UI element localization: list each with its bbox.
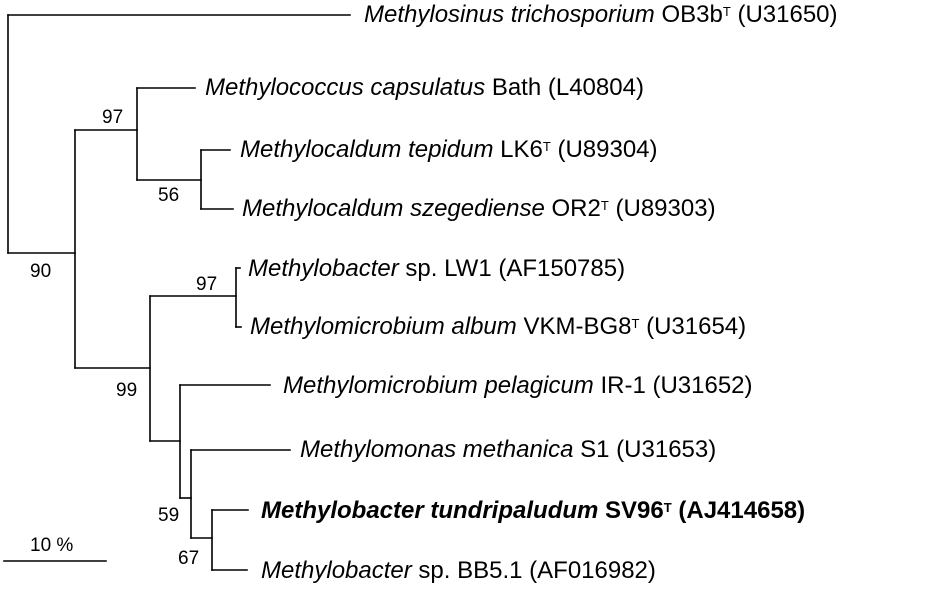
bootstrap-value: 97 [196, 274, 218, 295]
taxon-name: Methylomonas methanica [300, 436, 574, 463]
taxon-name: Methylobacter [261, 557, 412, 584]
taxon-label-10: Methylobacter sp. BB5.1 (AF016982) [261, 557, 656, 585]
type-strain-mark: T [722, 4, 731, 19]
strain: sp. BB5.1 [418, 557, 523, 584]
bootstrap-value: 67 [178, 548, 200, 569]
accession: (U89303) [615, 195, 716, 222]
taxon-label-2: Methylococcus capsulatus Bath (L40804) [205, 74, 644, 102]
taxon-name: Methylomicrobium pelagicum [283, 372, 594, 399]
bootstrap-value: 56 [158, 185, 180, 206]
taxon-name: Methylocaldum tepidum [240, 136, 494, 163]
taxon-name: Methylomicrobium album [250, 313, 517, 340]
strain: OB3b [661, 1, 723, 28]
strain: SV96 [605, 497, 664, 524]
bootstrap-value: 97 [102, 107, 124, 128]
scale-bar-label: 10 % [30, 535, 74, 556]
taxon-name: Methylococcus capsulatus [205, 74, 486, 101]
taxon-label-8: Methylomonas methanica S1 (U31653) [300, 436, 716, 464]
accession: (U89304) [557, 136, 658, 163]
strain: S1 [580, 436, 610, 463]
accession: (U31652) [652, 372, 753, 399]
taxon-name: Methylobacter [248, 255, 399, 282]
accession: (U31650) [737, 1, 838, 28]
taxon-label-7: Methylomicrobium pelagicum IR-1 (U31652) [283, 372, 753, 400]
taxon-label-4: Methylocaldum szegediense OR2T (U89303) [242, 195, 716, 223]
bootstrap-value: 99 [116, 380, 138, 401]
taxon-name: Methylobacter tundripaludum [261, 497, 599, 524]
strain: LK6 [500, 136, 543, 163]
type-strain-mark: T [600, 198, 609, 213]
taxon-name: Methylocaldum szegediense [242, 195, 545, 222]
taxon-label-6: Methylomicrobium album VKM-BG8T (U31654) [250, 313, 746, 341]
taxon-label-9-highlighted: Methylobacter tundripaludum SV96T (AJ414… [261, 497, 805, 525]
accession: (L40804) [547, 74, 644, 101]
taxon-label-1: Methylosinus trichosporium OB3bT (U31650… [364, 1, 838, 29]
bootstrap-value: 90 [30, 261, 52, 282]
strain: VKM-BG8 [523, 313, 632, 340]
bootstrap-value: 59 [158, 505, 180, 526]
strain: sp. LW1 [405, 255, 492, 282]
strain: IR-1 [600, 372, 646, 399]
type-strain-mark: T [663, 500, 672, 515]
taxon-label-3: Methylocaldum tepidum LK6T (U89304) [240, 136, 658, 164]
taxon-name: Methylosinus trichosporium [364, 1, 655, 28]
accession: (U31654) [646, 313, 747, 340]
accession: (U31653) [616, 436, 717, 463]
type-strain-mark: T [631, 316, 640, 331]
strain: OR2 [551, 195, 601, 222]
accession: (AF150785) [498, 255, 626, 282]
taxon-label-5: Methylobacter sp. LW1 (AF150785) [248, 255, 625, 283]
strain: Bath [491, 74, 542, 101]
type-strain-mark: T [542, 139, 551, 154]
accession: (AJ414658) [678, 497, 806, 524]
accession: (AF016982) [529, 557, 656, 584]
